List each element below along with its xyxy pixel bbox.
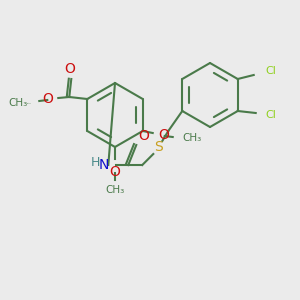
Text: Cl: Cl bbox=[266, 110, 277, 120]
Text: O: O bbox=[64, 62, 75, 76]
Text: O: O bbox=[110, 165, 120, 179]
Text: O: O bbox=[138, 129, 149, 143]
Text: CH₃: CH₃ bbox=[8, 98, 27, 108]
Text: methyl: methyl bbox=[27, 102, 32, 104]
Text: O: O bbox=[159, 128, 170, 142]
Text: O: O bbox=[42, 92, 53, 106]
Text: Cl: Cl bbox=[266, 66, 277, 76]
Text: H: H bbox=[91, 155, 100, 169]
Text: CH₃: CH₃ bbox=[183, 133, 202, 143]
Text: N: N bbox=[99, 158, 109, 172]
Text: S: S bbox=[154, 140, 163, 154]
Text: CH₃: CH₃ bbox=[105, 185, 124, 195]
